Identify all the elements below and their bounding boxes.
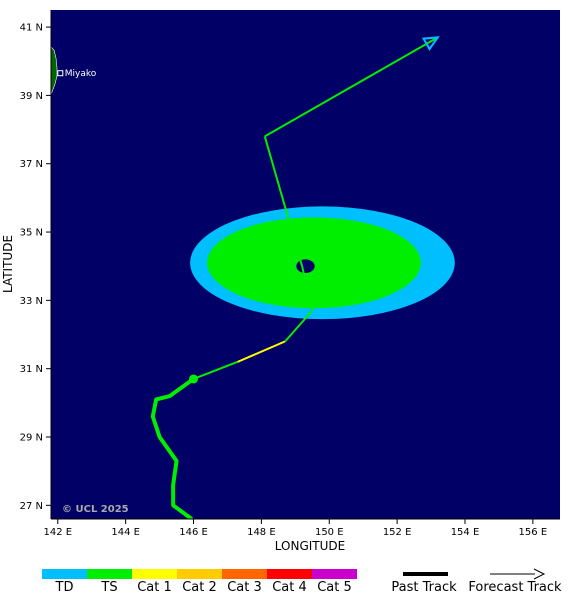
forecast-track-segment: [193, 360, 238, 380]
y-tick-label: 37 N: [20, 159, 43, 170]
legend-swatch: [312, 569, 357, 579]
past-track-legend-label: Past Track: [391, 580, 457, 595]
x-tick-label: 150 E: [315, 527, 344, 538]
forecast-track-legend-label: Forecast Track: [468, 580, 562, 595]
x-tick-label: 142 E: [43, 527, 72, 538]
copyright-text: © UCL 2025: [62, 504, 129, 515]
legend-label: Cat 2: [182, 580, 217, 595]
forecast-track-segment: [284, 309, 314, 343]
legend-swatch: [42, 569, 87, 579]
legend-swatch: [87, 569, 132, 579]
ts-wind-radius: [207, 217, 421, 309]
legend-label: Cat 3: [227, 580, 262, 595]
y-axis-title: LATITUDE: [1, 235, 15, 293]
legend-label: Cat 4: [272, 580, 307, 595]
x-tick-label: 146 E: [179, 527, 208, 538]
y-tick-label: 41 N: [20, 23, 43, 34]
x-tick-label: 154 E: [451, 527, 480, 538]
legend-swatch: [222, 569, 267, 579]
x-tick-label: 148 E: [247, 527, 276, 538]
x-axis-title: LONGITUDE: [275, 539, 345, 553]
current-position-marker: [189, 374, 199, 384]
x-tick-label: 152 E: [383, 527, 412, 538]
forecast-track-segment: [237, 340, 286, 363]
y-tick-label: 31 N: [20, 364, 43, 375]
legend-swatch: [177, 569, 222, 579]
x-tick-label: 144 E: [111, 527, 140, 538]
plot-content: [51, 36, 455, 519]
forecast-track-segment: [263, 136, 304, 267]
legend-label: TS: [100, 580, 117, 595]
past-track-line: [150, 377, 195, 519]
wind-field: [190, 206, 455, 320]
forecast-arrow-icon: [533, 568, 546, 580]
y-tick-label: 35 N: [20, 228, 43, 239]
storm-tracks: [150, 36, 440, 519]
storm-eye: [296, 259, 315, 274]
legend-label: Cat 1: [137, 580, 172, 595]
forecast-track-segment: [264, 36, 439, 138]
y-tick-label: 27 N: [20, 501, 43, 512]
y-tick-label: 33 N: [20, 296, 43, 307]
city-marker: [57, 70, 64, 77]
legend-swatch: [267, 569, 312, 579]
legend-label: Cat 5: [317, 580, 352, 595]
forecast-track-segment: [301, 265, 314, 311]
x-tick-label: 156 E: [519, 527, 548, 538]
y-tick-label: 39 N: [20, 91, 43, 102]
forecast-arrow-head: [421, 36, 440, 51]
legend-label: TD: [55, 580, 74, 595]
legend-swatch: [132, 569, 177, 579]
legend: TD TS Cat 1 Cat 2 Cat 3 Cat 4 Cat 5: [42, 569, 357, 595]
city-label-miyako: Miyako: [65, 69, 97, 79]
y-tick-label: 29 N: [20, 433, 43, 444]
axes: 142 E 144 E 146 E 148 E 150 E 152 E 154 E 156 E…: [20, 10, 560, 538]
